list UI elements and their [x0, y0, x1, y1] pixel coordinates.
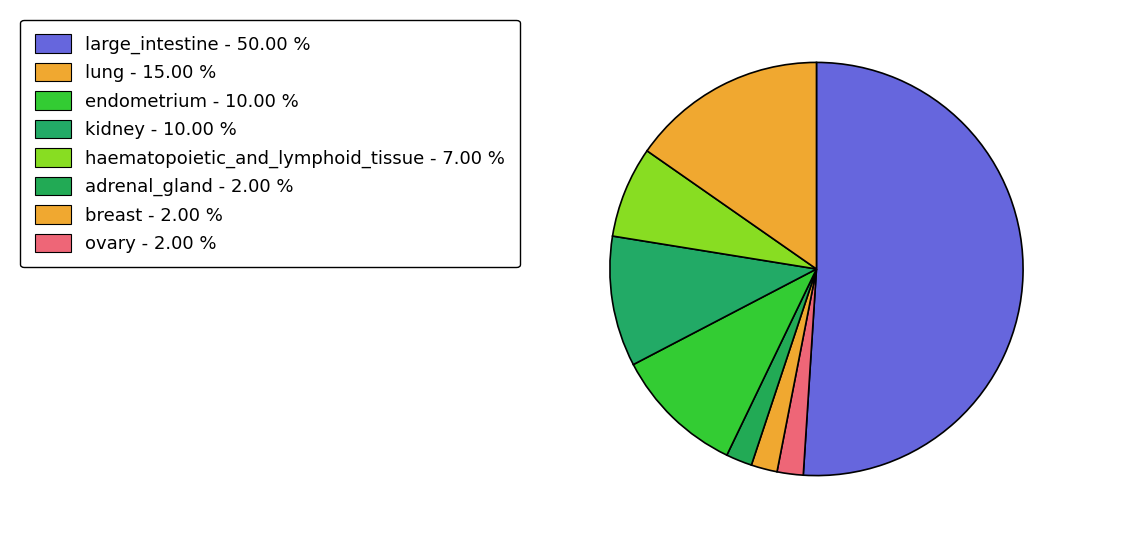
Wedge shape: [752, 269, 816, 472]
Wedge shape: [727, 269, 816, 465]
Wedge shape: [610, 236, 816, 365]
Wedge shape: [633, 269, 816, 455]
Wedge shape: [648, 62, 816, 269]
Wedge shape: [777, 269, 816, 475]
Wedge shape: [612, 151, 816, 269]
Legend: large_intestine - 50.00 %, lung - 15.00 %, endometrium - 10.00 %, kidney - 10.00: large_intestine - 50.00 %, lung - 15.00 …: [20, 20, 519, 267]
Wedge shape: [803, 62, 1023, 476]
